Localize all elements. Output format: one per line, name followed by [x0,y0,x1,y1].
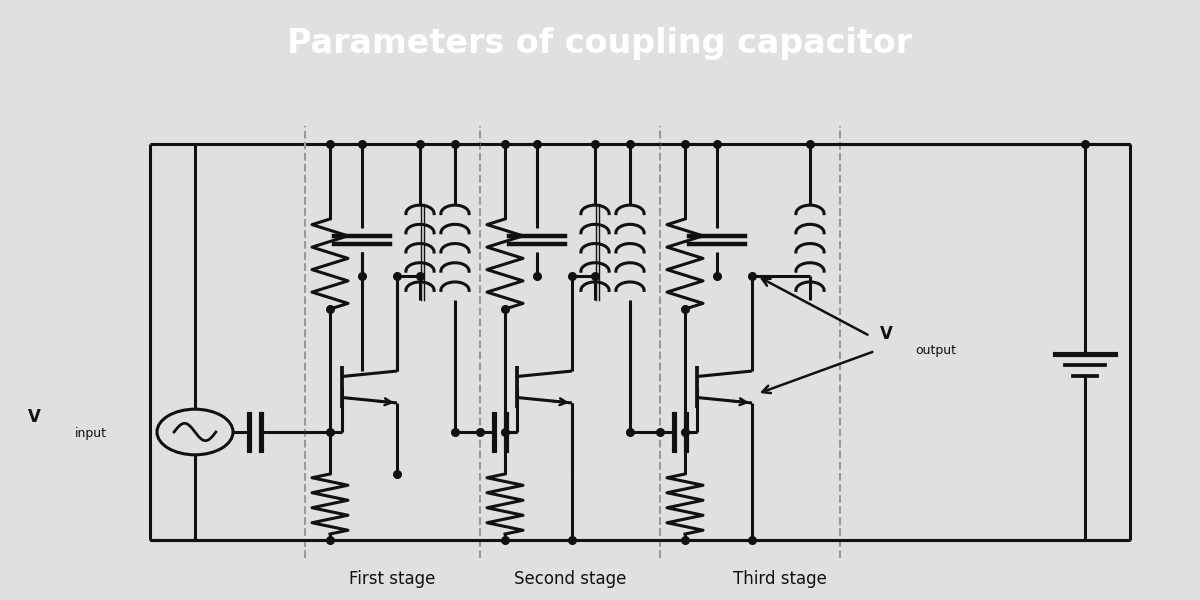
Text: V: V [28,408,41,426]
Text: V: V [880,325,893,343]
Text: Parameters of coupling capacitor: Parameters of coupling capacitor [288,27,912,60]
Text: input: input [74,427,107,440]
Text: output: output [916,344,956,357]
Text: First stage: First stage [349,570,436,588]
Text: Second stage: Second stage [514,570,626,588]
Text: Third stage: Third stage [733,570,827,588]
